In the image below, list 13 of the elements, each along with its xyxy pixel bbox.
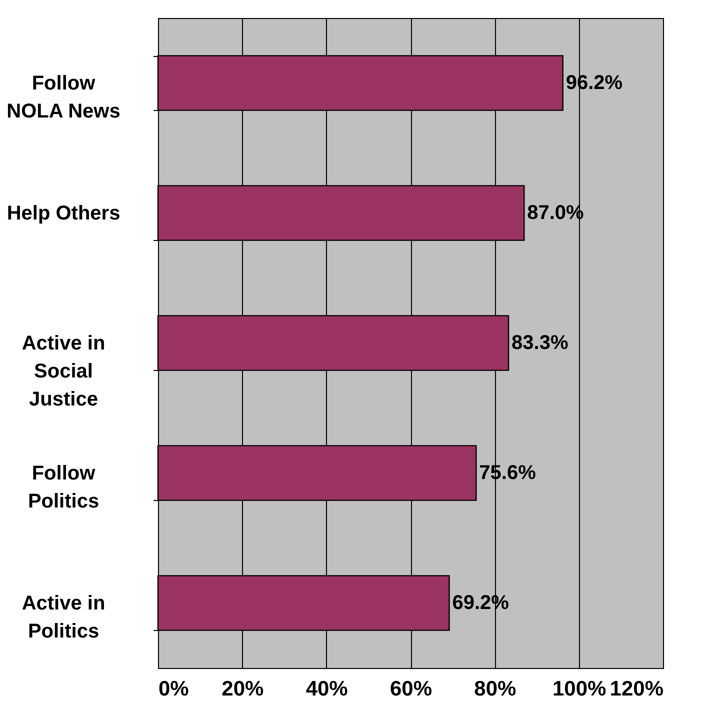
y-tick-label: Active in Politics [22,592,106,642]
data-label: 83.3% [512,332,568,354]
x-tick-label: 80% [474,678,517,700]
x-tick-label: 100% [552,678,607,700]
x-tick-label: 0% [158,678,190,700]
y-tick-label: Follow NOLA News [6,72,120,122]
x-tick-label: 20% [222,678,264,700]
y-tick-label: Active in Social Justice [22,332,106,410]
x-tick-label: 120% [610,678,664,700]
x-tick-label: 40% [306,678,348,700]
x-tick-label: 60% [390,678,432,700]
y-tick-label: Follow Politics [28,462,100,512]
y-tick-label: Help Others [6,202,120,224]
